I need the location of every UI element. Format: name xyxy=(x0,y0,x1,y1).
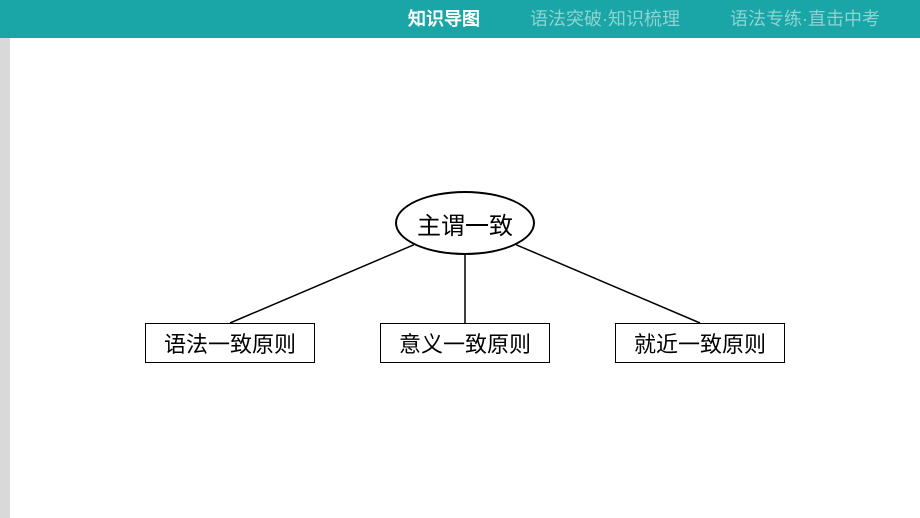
root-node-label: 主谓一致 xyxy=(417,206,513,241)
child-node-1-label: 意义一致原则 xyxy=(399,327,531,359)
tab-grammar-breakthrough[interactable]: 语法突破·知识梳理 xyxy=(530,0,680,38)
child-node-0: 语法一致原则 xyxy=(145,323,315,363)
topbar: 知识导图 语法突破·知识梳理 语法专练·直击中考 xyxy=(0,0,920,38)
root-node: 主谓一致 xyxy=(395,191,535,255)
edge-root-child-0 xyxy=(230,245,414,323)
child-node-2: 就近一致原则 xyxy=(615,323,785,363)
child-node-1: 意义一致原则 xyxy=(380,323,550,363)
edge-root-child-2 xyxy=(516,245,700,323)
child-node-2-label: 就近一致原则 xyxy=(634,327,766,359)
sidebar xyxy=(0,38,10,518)
connector-lines xyxy=(10,38,920,518)
tab-grammar-practice[interactable]: 语法专练·直击中考 xyxy=(730,0,880,38)
diagram-area: 主谓一致 语法一致原则 意义一致原则 就近一致原则 xyxy=(10,38,920,518)
tab-knowledge-map[interactable]: 知识导图 xyxy=(408,0,480,38)
child-node-0-label: 语法一致原则 xyxy=(164,327,296,359)
